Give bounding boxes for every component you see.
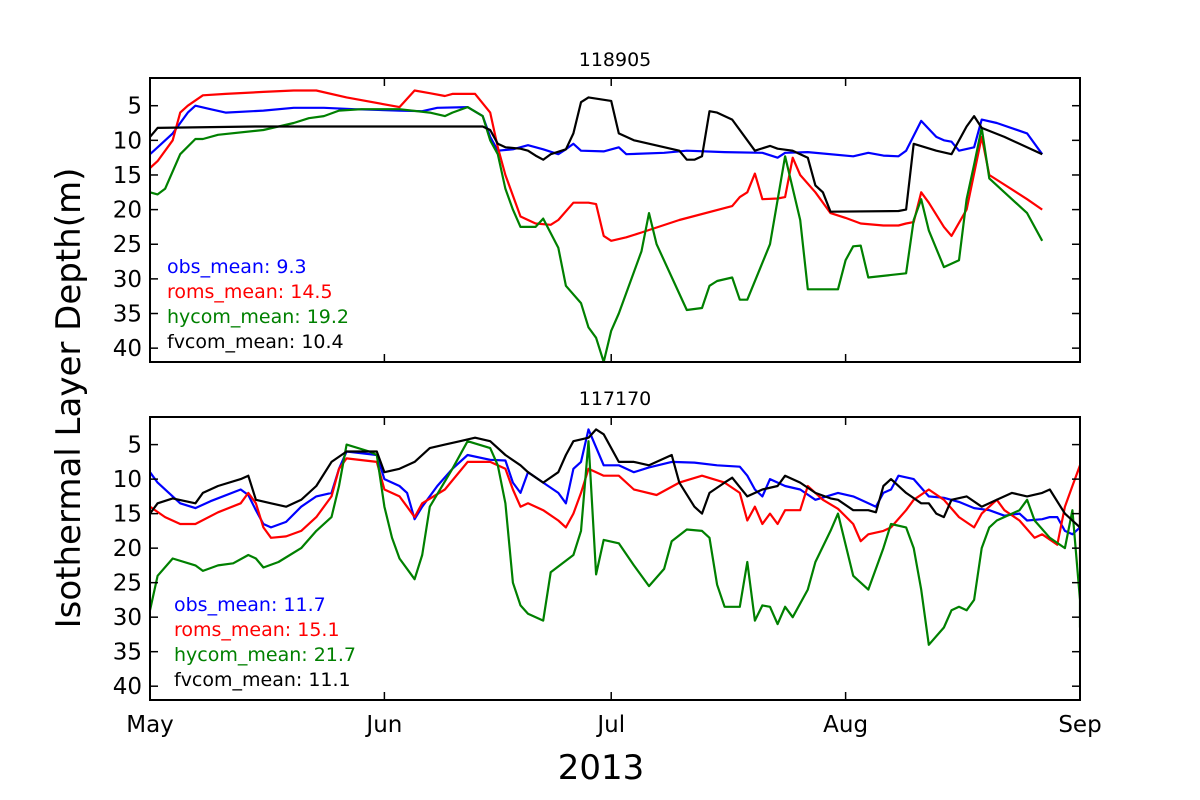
- x-tick-label: Jun: [364, 712, 402, 738]
- mean-annotation: roms_mean: 15.1: [174, 619, 340, 641]
- series-line-2: [150, 457, 1080, 566]
- panel-title: 117170: [579, 388, 652, 410]
- y-tick-label: 25: [113, 232, 142, 258]
- panel-2: 117170 5 10 15 20 25 30 35 40 May Jun Jul Aug Sep obs_…: [113, 388, 1102, 738]
- panels: 118905 5 10 15 20 25 30 35 40 obs_mean: 9.3 roms_m…: [113, 49, 1102, 738]
- y-axis-label: Isothermal Layer Depth(m): [49, 168, 89, 629]
- y-tick-label: 15: [113, 502, 142, 528]
- series-line-1: [150, 428, 1080, 536]
- series-line-4: [150, 428, 1080, 529]
- y-tick-label: 5: [127, 94, 142, 120]
- y-tick-label: 10: [113, 128, 142, 154]
- mean-annotation: roms_mean: 14.5: [167, 281, 333, 303]
- y-tick-label: 30: [113, 605, 142, 631]
- mean-annotation: hycom_mean: 19.2: [167, 306, 349, 328]
- mean-annotation: obs_mean: 11.7: [174, 594, 326, 616]
- y-tick-label: 15: [113, 163, 142, 189]
- y-tick-label: 35: [113, 302, 142, 328]
- mean-annotation: obs_mean: 9.3: [167, 256, 307, 278]
- mean-annotation: hycom_mean: 21.7: [174, 644, 356, 666]
- y-tick-label: 20: [113, 198, 142, 224]
- y-tick-label: 30: [113, 267, 142, 293]
- series-line-3: [150, 440, 1080, 646]
- x-tick-label: Aug: [823, 712, 868, 738]
- x-tick-label: Jul: [595, 712, 625, 738]
- series-line-1: [150, 104, 1044, 159]
- series-line-4: [150, 96, 1043, 213]
- axes-frame: [149, 416, 1081, 701]
- y-tick-label: 10: [113, 467, 142, 493]
- series-line-3: [150, 105, 1044, 362]
- mean-annotation: fvcom_mean: 11.1: [174, 669, 351, 691]
- y-tick-label: 25: [113, 571, 142, 597]
- y-tick-label: 20: [113, 536, 142, 562]
- y-tick-label: 40: [113, 336, 142, 362]
- x-tick-label: Sep: [1058, 712, 1101, 738]
- y-tick-label: 40: [113, 674, 142, 700]
- x-axis-label: 2013: [558, 748, 645, 788]
- series-line-2: [150, 89, 1043, 242]
- y-tick-label: 35: [113, 640, 142, 666]
- panel-1: 118905 5 10 15 20 25 30 35 40 obs_mean: 9.3 roms_m…: [113, 49, 1081, 363]
- panel-title: 118905: [579, 49, 652, 71]
- y-tick-label: 5: [127, 433, 142, 459]
- x-tick-label: May: [126, 712, 174, 738]
- axes-frame: [149, 77, 1081, 363]
- mean-annotation: fvcom_mean: 10.4: [167, 331, 344, 353]
